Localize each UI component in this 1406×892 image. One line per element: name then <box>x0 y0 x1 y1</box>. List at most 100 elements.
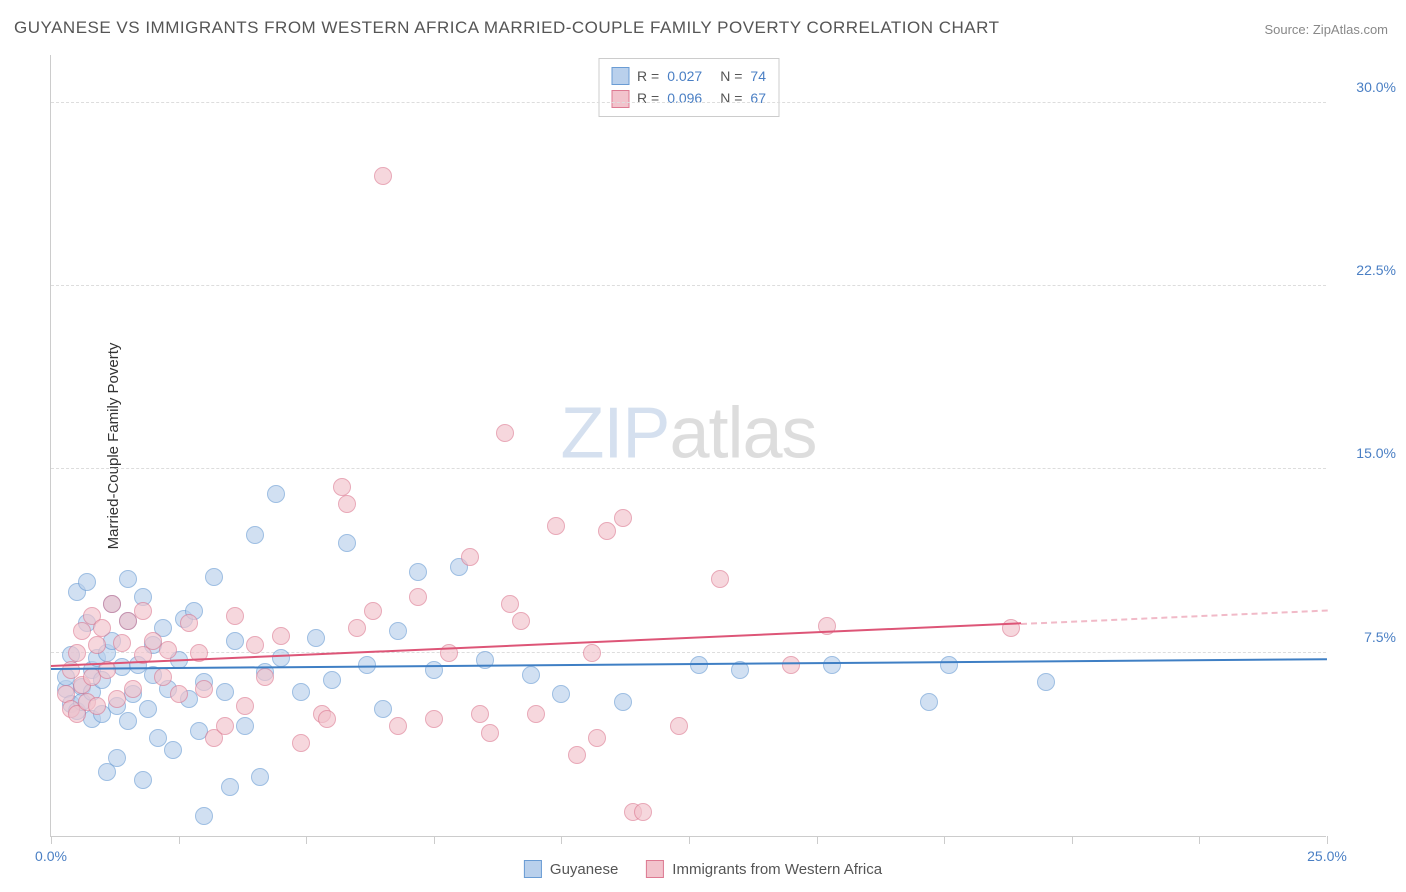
n-value: 67 <box>750 87 766 109</box>
correlation-chart: GUYANESE VS IMMIGRANTS FROM WESTERN AFRI… <box>0 0 1406 892</box>
scatter-point <box>461 548 479 566</box>
trend-line <box>51 658 1327 670</box>
x-tick <box>1199 836 1200 844</box>
n-label: N = <box>720 87 742 109</box>
gridline <box>51 468 1326 469</box>
legend-bottom: Guyanese Immigrants from Western Africa <box>524 860 882 878</box>
legend-stats-row: R = 0.027 N = 74 <box>611 65 766 87</box>
scatter-point <box>180 614 198 632</box>
legend-item: Guyanese <box>524 860 618 878</box>
scatter-point <box>333 478 351 496</box>
scatter-point <box>108 749 126 767</box>
scatter-point <box>103 595 121 613</box>
gridline <box>51 285 1326 286</box>
watermark: ZIPatlas <box>560 392 816 474</box>
scatter-point <box>614 509 632 527</box>
scatter-point <box>481 724 499 742</box>
scatter-point <box>292 734 310 752</box>
gridline <box>51 102 1326 103</box>
y-tick-label: 22.5% <box>1336 262 1396 278</box>
chart-title: GUYANESE VS IMMIGRANTS FROM WESTERN AFRI… <box>14 18 1000 38</box>
legend-stats: R = 0.027 N = 74 R = 0.096 N = 67 <box>598 58 779 117</box>
x-tick <box>1327 836 1328 844</box>
x-tick <box>179 836 180 844</box>
scatter-point <box>119 570 137 588</box>
scatter-point <box>93 619 111 637</box>
x-tick <box>689 836 690 844</box>
scatter-point <box>568 746 586 764</box>
scatter-point <box>113 634 131 652</box>
swatch-icon <box>646 860 664 878</box>
scatter-point <box>251 768 269 786</box>
scatter-point <box>425 661 443 679</box>
r-label: R = <box>637 65 659 87</box>
scatter-point <box>272 649 290 667</box>
watermark-bold: ZIP <box>560 393 669 473</box>
scatter-point <box>348 619 366 637</box>
scatter-point <box>195 807 213 825</box>
scatter-point <box>164 741 182 759</box>
n-value: 74 <box>750 65 766 87</box>
scatter-point <box>512 612 530 630</box>
trend-line-dashed <box>1021 609 1327 624</box>
scatter-point <box>88 697 106 715</box>
scatter-point <box>389 622 407 640</box>
scatter-point <box>267 485 285 503</box>
scatter-point <box>920 693 938 711</box>
scatter-point <box>409 588 427 606</box>
scatter-point <box>583 644 601 662</box>
scatter-point <box>471 705 489 723</box>
x-tick <box>306 836 307 844</box>
scatter-point <box>78 573 96 591</box>
swatch-series-1 <box>611 67 629 85</box>
scatter-point <box>154 668 172 686</box>
scatter-point <box>124 680 142 698</box>
y-tick-label: 30.0% <box>1336 79 1396 95</box>
scatter-point <box>496 424 514 442</box>
scatter-point <box>68 644 86 662</box>
scatter-point <box>782 656 800 674</box>
x-tick <box>561 836 562 844</box>
x-tick <box>1072 836 1073 844</box>
scatter-point <box>159 641 177 659</box>
x-tick <box>944 836 945 844</box>
scatter-point <box>221 778 239 796</box>
legend-stats-row: R = 0.096 N = 67 <box>611 87 766 109</box>
scatter-point <box>236 697 254 715</box>
r-label: R = <box>637 87 659 109</box>
plot-area: ZIPatlas R = 0.027 N = 74 R = 0.096 N = … <box>50 55 1326 837</box>
y-tick-label: 15.0% <box>1336 445 1396 461</box>
scatter-point <box>552 685 570 703</box>
scatter-point <box>670 717 688 735</box>
scatter-point <box>374 700 392 718</box>
scatter-point <box>527 705 545 723</box>
scatter-point <box>216 683 234 701</box>
scatter-point <box>307 629 325 647</box>
scatter-point <box>226 632 244 650</box>
scatter-point <box>256 668 274 686</box>
scatter-point <box>246 636 264 654</box>
legend-label: Immigrants from Western Africa <box>672 861 882 878</box>
scatter-point <box>711 570 729 588</box>
scatter-point <box>823 656 841 674</box>
scatter-point <box>205 568 223 586</box>
legend-item: Immigrants from Western Africa <box>646 860 882 878</box>
scatter-point <box>134 771 152 789</box>
x-tick <box>817 836 818 844</box>
scatter-point <box>88 636 106 654</box>
scatter-point <box>389 717 407 735</box>
x-tick <box>434 836 435 844</box>
scatter-point <box>195 680 213 698</box>
x-tick <box>51 836 52 844</box>
scatter-point <box>501 595 519 613</box>
scatter-point <box>588 729 606 747</box>
scatter-point <box>170 685 188 703</box>
scatter-point <box>292 683 310 701</box>
scatter-point <box>338 534 356 552</box>
n-label: N = <box>720 65 742 87</box>
scatter-point <box>318 710 336 728</box>
r-value: 0.027 <box>667 65 702 87</box>
x-tick-label: 0.0% <box>35 848 67 864</box>
source-citation: Source: ZipAtlas.com <box>1264 22 1388 37</box>
gridline <box>51 652 1326 653</box>
